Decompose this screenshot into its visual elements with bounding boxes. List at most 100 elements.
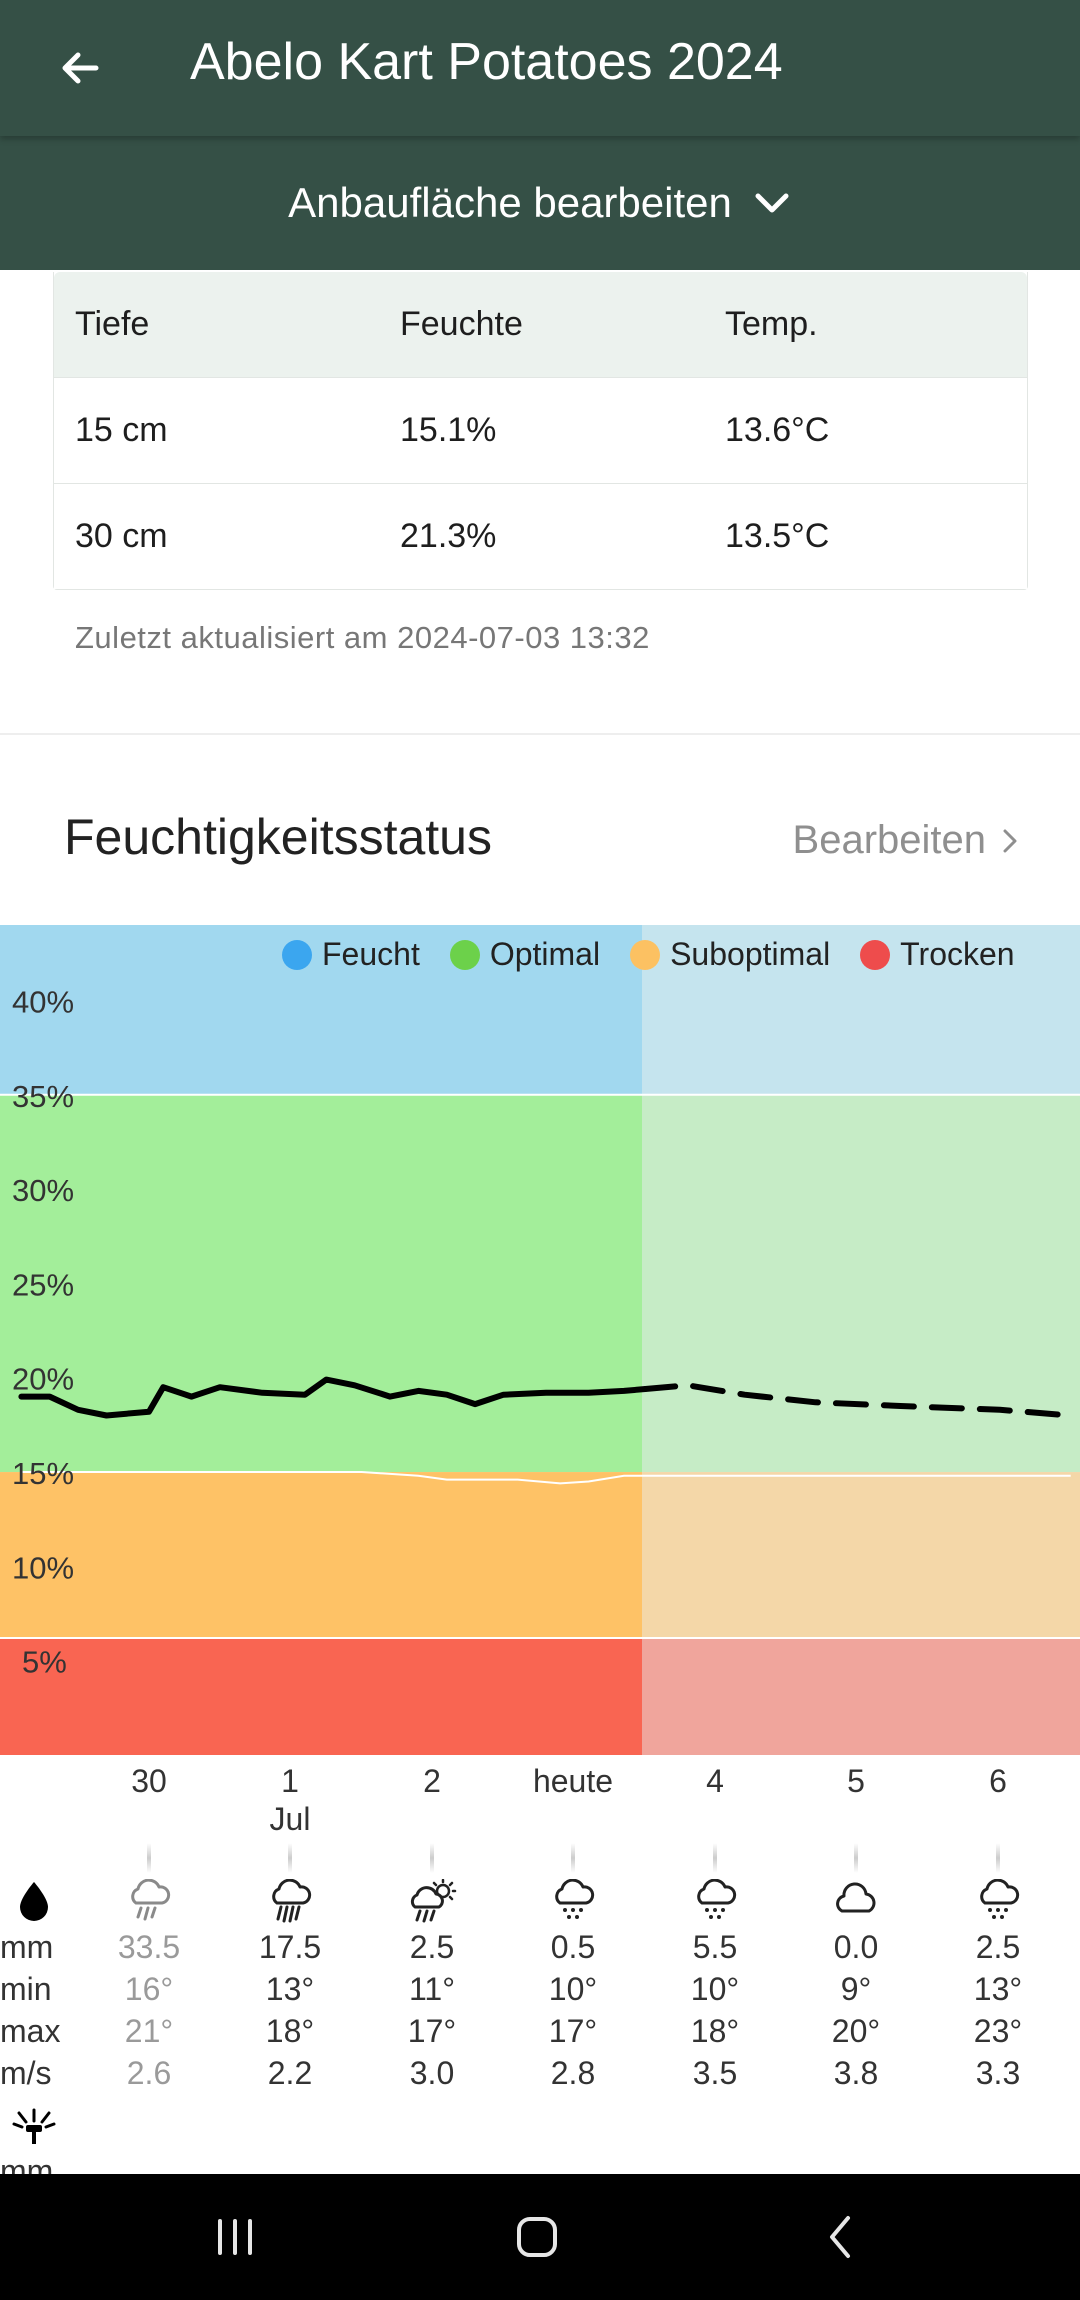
legend-label-wet: Feucht (322, 936, 420, 972)
min-temp-label: min (0, 1971, 52, 2007)
legend-label-dry: Trocken (900, 936, 1015, 972)
weather-forecast: mm min max m/s mm 30 33.5 16° 21° 2.6 1 … (0, 1755, 1080, 2189)
zone-band-future-suboptimal (642, 1472, 1080, 1639)
max-temp-value: 18° (690, 2013, 740, 2049)
moisture-chart: 40% 35% 30% 25% 20% 15% 10% 5% (0, 925, 1080, 1755)
min-temp-value: 10° (548, 1971, 598, 2007)
rain-value: 2.5 (409, 1929, 455, 1965)
rain-value: 17.5 (258, 1929, 322, 1965)
legend-dot-suboptimal (630, 939, 661, 970)
back-chevron-icon (830, 2216, 850, 2258)
header-temperature: Temp. (725, 305, 818, 343)
rain-value: 33.5 (117, 1929, 181, 1965)
home-icon (517, 2217, 557, 2257)
zone-band-feucht (0, 925, 642, 1095)
field-edit-bar: Anbaufläche bearbeiten (0, 136, 1080, 270)
legend-item-dry: Trocken (860, 936, 1015, 973)
home-button[interactable] (492, 2204, 582, 2270)
min-temp-value: 11° (408, 1971, 455, 2007)
zone-band-trocken (0, 1638, 642, 1755)
wind-value: 2.8 (550, 2055, 596, 2091)
forecast-date: 6 (989, 1763, 1007, 1799)
sprinkler-icon (12, 2108, 56, 2144)
max-temp-value: 17° (407, 2013, 457, 2049)
chart-legend: Feucht Optimal Suboptimal Trocken (282, 936, 1015, 973)
min-temp-value: 16° (124, 1971, 174, 2007)
y-tick-label: 5% (22, 1645, 67, 1680)
max-temp-value: 20° (831, 2013, 881, 2049)
soil-sensor-table: Tiefe Feuchte Temp. 15 cm 15.1% 13.6°C 3… (53, 272, 1028, 590)
legend-item-optimal: Optimal (449, 936, 601, 973)
y-tick-label: 25% (12, 1267, 74, 1302)
wind-value: 3.0 (409, 2055, 455, 2091)
measured-moisture-line (18, 1376, 649, 1419)
zone-band-future-optimal (642, 1094, 1080, 1473)
rain-unit-label: mm (0, 1929, 54, 1965)
system-nav-bar (0, 2174, 1080, 2300)
zone-band-suboptimal (0, 1472, 642, 1639)
table-row: 30 cm 21.3% 13.5°C (54, 483, 1027, 589)
header-depth: Tiefe (75, 305, 150, 343)
drizzle-icon (697, 1879, 737, 1919)
drizzle-icon (980, 1879, 1020, 1919)
day-tick (571, 1843, 575, 1873)
wind-value: 2.6 (126, 2055, 172, 2091)
day-tick (854, 1843, 858, 1873)
day-tick (288, 1843, 292, 1873)
legend-dot-optimal (449, 939, 480, 970)
edit-field-label: Anbaufläche bearbeiten (288, 179, 732, 226)
drizzle-icon (555, 1879, 595, 1919)
forecast-date: 2 (423, 1763, 441, 1799)
max-temp-value: 18° (265, 2013, 315, 2049)
optimal-lower-bound (21, 1471, 1071, 1485)
back-button[interactable] (40, 28, 120, 108)
rain-value: 5.5 (692, 1929, 738, 1965)
min-temp-value: 13° (265, 1971, 315, 2007)
wind-value: 3.8 (833, 2055, 879, 2091)
depth-cell: 30 cm (75, 517, 168, 555)
header-moisture: Feuchte (400, 305, 523, 343)
forecast-date: 1 (281, 1763, 299, 1799)
legend-label-suboptimal: Suboptimal (670, 936, 831, 972)
cloud-icon (836, 1882, 876, 1913)
system-back-button[interactable] (795, 2204, 885, 2270)
chevron-down-icon (755, 193, 789, 213)
recent-apps-button[interactable] (190, 2204, 280, 2270)
edit-thresholds-link[interactable]: Bearbeiten (793, 818, 1018, 863)
day-tick (430, 1843, 434, 1873)
rain-value: 0.0 (833, 1929, 879, 1965)
legend-item-wet: Feucht (282, 936, 420, 973)
page-title: Abelo Kart Potatoes 2024 (190, 33, 783, 91)
y-tick-label: 35% (12, 1079, 74, 1114)
wind-value: 3.3 (975, 2055, 1021, 2091)
min-temp-value: 9° (840, 1971, 872, 2007)
edit-link-label: Bearbeiten (792, 818, 986, 862)
legend-item-suboptimal: Suboptimal (630, 936, 830, 973)
temperature-cell: 13.5°C (725, 517, 830, 555)
max-temp-value: 21° (124, 2013, 174, 2049)
y-tick-label: 40% (12, 984, 74, 1019)
forecast-date: heute (532, 1763, 614, 1799)
rain-value: 0.5 (550, 1929, 596, 1965)
table-header: Tiefe Feuchte Temp. (54, 272, 1027, 377)
forecast-date: 4 (706, 1763, 724, 1799)
chevron-right-icon (1003, 829, 1017, 852)
wind-value: 3.5 (692, 2055, 738, 2091)
arrow-left-icon (62, 52, 99, 84)
rain-drop-icon (20, 1882, 48, 1921)
legend-label-optimal: Optimal (489, 936, 601, 972)
recent-apps-icon (218, 2219, 252, 2255)
temperature-cell: 13.6°C (725, 411, 830, 449)
max-temp-value: 17° (548, 2013, 598, 2049)
wind-value: 2.2 (267, 2055, 313, 2091)
day-tick (713, 1843, 717, 1873)
wind-unit-label: m/s (0, 2055, 52, 2091)
rain-value: 2.5 (975, 1929, 1021, 1965)
forecast-date: 5 (847, 1763, 865, 1799)
forecast-month: Jul (269, 1801, 311, 1837)
y-tick-label: 20% (12, 1362, 74, 1397)
forecast-date: 30 (131, 1763, 167, 1799)
edit-field-dropdown[interactable]: Anbaufläche bearbeiten (0, 136, 1080, 270)
table-row: 15 cm 15.1% 13.6°C (54, 377, 1027, 483)
max-temp-label: max (0, 2013, 61, 2049)
